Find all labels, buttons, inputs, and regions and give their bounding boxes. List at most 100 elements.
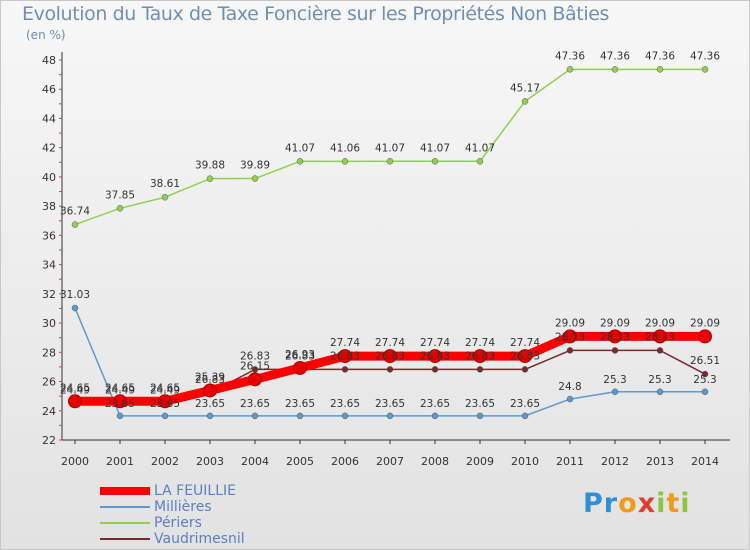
data-point-millieres [656,388,664,396]
data-label-millieres: 23.65 [465,398,495,410]
data-label-vaudrimesnil: 28.13 [645,331,675,343]
data-point-millieres [116,412,124,420]
data-point-la-feuillie [383,349,397,364]
data-label-periers: 41.07 [465,142,495,154]
data-point-millieres [566,395,574,403]
data-label-la-feuillie: 27.74 [375,337,405,349]
data-point-periers [341,158,349,165]
x-tick-label: 2011 [556,455,584,468]
data-label-periers: 45.17 [510,82,540,94]
data-label-millieres: 23.65 [150,398,180,410]
data-label-periers: 47.36 [690,50,720,62]
data-point-periers [116,205,124,212]
data-point-periers [521,98,529,105]
data-point-periers [71,221,79,228]
data-label-millieres: 23.65 [420,398,450,410]
data-label-la-feuillie: 29.09 [555,317,585,329]
data-point-periers [566,66,574,73]
logo-letter: t [666,488,681,519]
data-label-periers: 47.36 [555,50,585,62]
logo-letter: o [618,488,638,519]
data-label-la-feuillie: 24.65 [60,382,90,394]
data-point-vaudrimesnil [611,347,619,354]
data-point-millieres [431,412,439,420]
data-label-millieres: 23.65 [240,398,270,410]
data-label-la-feuillie: 29.09 [645,317,675,329]
data-label-millieres: 23.65 [285,398,315,410]
data-label-periers: 41.07 [420,142,450,154]
data-point-millieres [296,412,304,420]
data-label-vaudrimesnil: 26.83 [465,350,495,362]
x-tick-label: 2002 [151,455,179,468]
data-point-la-feuillie [158,394,172,409]
y-tick-label: 26 [42,376,56,389]
data-label-periers: 37.85 [105,189,135,201]
data-label-la-feuillie: 24.65 [105,382,135,394]
data-point-millieres [161,412,169,420]
data-point-periers [611,66,619,73]
data-point-la-feuillie [203,383,217,398]
x-tick-label: 2010 [511,455,539,468]
data-label-la-feuillie: 27.74 [420,337,450,349]
data-label-millieres: 23.65 [105,398,135,410]
y-tick-label: 38 [42,200,56,213]
data-label-periers: 38.61 [150,178,180,190]
data-point-la-feuillie [248,372,262,387]
data-label-vaudrimesnil: 26.83 [420,350,450,362]
data-label-vaudrimesnil: 26.83 [285,350,315,362]
data-point-vaudrimesnil [521,366,529,373]
data-label-la-feuillie: 26.15 [240,360,270,372]
data-point-vaudrimesnil [701,370,709,378]
legend-label-vaudrimesnil: Vaudrimesnil [154,531,245,547]
x-tick-label: 2008 [421,455,449,468]
x-tick-label: 2009 [466,455,494,468]
data-label-millieres: 25.3 [603,374,626,386]
y-tick-label: 40 [42,171,56,184]
data-label-vaudrimesnil: 26.83 [330,350,360,362]
data-point-periers [296,158,304,165]
data-label-vaudrimesnil: 24.49 [150,385,180,397]
chart-series-lines [68,66,712,420]
data-label-la-feuillie: 25.39 [195,371,225,383]
data-label-la-feuillie: 24.65 [150,382,180,394]
legend-label-la-feuillie: LA FEUILLIE [154,483,236,499]
data-point-periers [386,158,394,165]
data-point-vaudrimesnil [341,366,349,373]
y-tick-label: 36 [42,229,56,242]
legend-label-periers: Périers [154,515,202,531]
logo-letter: i [680,488,691,519]
y-tick-label: 22 [42,434,56,447]
data-point-vaudrimesnil [656,347,664,354]
data-label-periers: 41.06 [330,142,360,154]
chart-title: Evolution du Taux de Taxe Foncière sur l… [22,3,610,25]
data-point-la-feuillie [698,329,712,344]
data-point-la-feuillie [428,349,442,364]
data-point-millieres [521,412,529,420]
y-tick-label: 30 [42,317,56,330]
legend-swatch-la-feuillie [100,487,150,495]
data-point-periers [251,175,259,182]
data-point-periers [431,158,439,165]
data-point-la-feuillie [518,349,532,364]
data-label-la-feuillie: 29.09 [600,317,630,329]
data-label-la-feuillie: 27.74 [330,337,360,349]
data-point-periers [476,158,484,165]
data-label-periers: 39.89 [240,160,270,172]
data-point-la-feuillie [68,394,82,409]
data-point-vaudrimesnil [431,366,439,373]
data-label-millieres: 23.65 [510,398,540,410]
data-point-la-feuillie [293,360,307,375]
data-point-periers [161,193,169,201]
data-point-vaudrimesnil [386,366,394,373]
chart-axes: 22 24 26 28 30 32 34 36 38 40 42 44 46 48 2000 2001 2002… [42,52,730,468]
data-point-periers [701,66,709,73]
data-label-la-feuillie: 27.74 [510,337,540,349]
data-point-la-feuillie [563,329,577,344]
data-point-vaudrimesnil [566,347,574,354]
data-point-millieres [611,388,619,396]
y-tick-label: 28 [42,346,56,359]
data-label-vaudrimesnil: 24.49 [105,385,135,397]
data-label-periers: 36.74 [60,206,90,218]
data-point-la-feuillie [608,329,622,344]
